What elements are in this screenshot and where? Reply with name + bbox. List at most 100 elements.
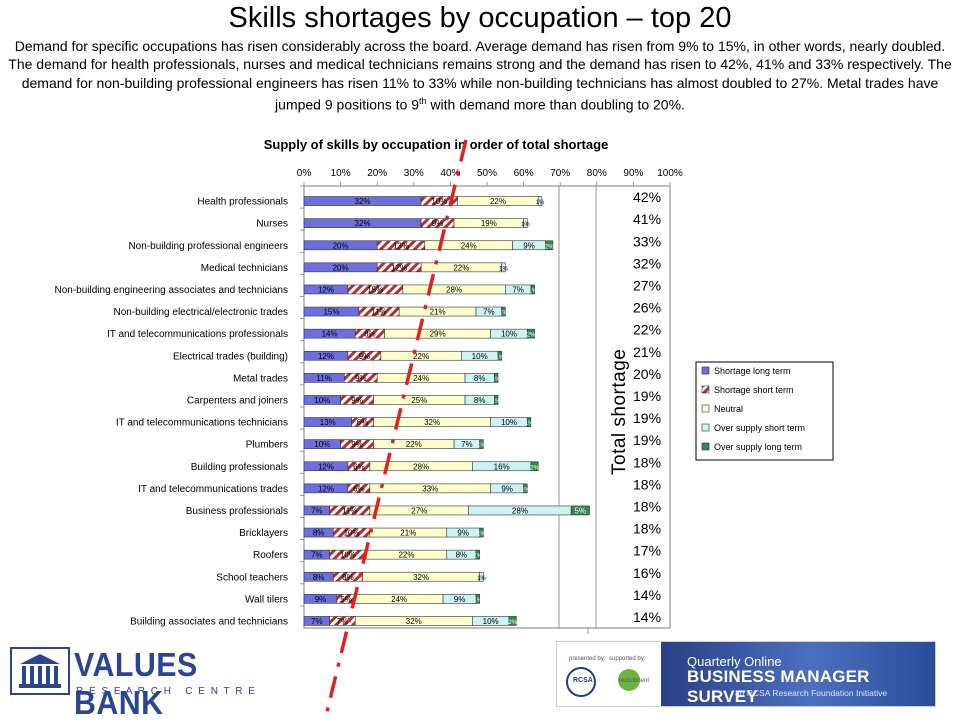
data-label: 29% [430,330,446,339]
data-label: 10% [483,617,499,626]
category-label: Bricklayers [239,528,288,539]
x-tick-label: 0% [297,168,312,179]
bar-segment-over-supply-long-term [508,616,517,626]
data-label: 2% [545,244,554,250]
total-value: 41% [633,211,661,227]
total-value: 18% [633,476,661,492]
total-value: 32% [633,255,661,271]
presented-by-label: presented by: [569,656,606,662]
rcsa-logo-text: RCSA [573,677,593,684]
legend-swatch [701,442,710,451]
data-label: 1% [521,222,530,228]
data-label: 8% [313,573,325,582]
bar-segment-over-supply-short-term [523,218,528,228]
data-label: 1% [477,576,486,582]
data-label: 2% [530,465,539,471]
legend-label: Over supply long term [714,442,802,452]
total-value: 19% [633,410,661,426]
bar-segment-over-supply-long-term [494,373,499,383]
data-label: 28% [446,285,462,294]
category-label: Wall tilers [245,594,288,605]
data-label: 1% [495,355,504,361]
values-bank-logo: VALUES BANK R E S E A R C H C E N T R E [10,646,270,721]
data-label: 12% [391,263,407,272]
data-label: 1% [536,200,545,206]
survey-main-text: BUSINESS MANAGER SURVEY [687,667,870,706]
category-label: Non-building engineering associates and … [55,285,289,296]
data-label: 2% [527,333,536,339]
legend-label: Shortage short term [714,385,794,395]
data-label: 8% [456,551,468,560]
data-label: 20% [333,263,349,272]
total-value: 21% [633,344,661,360]
data-label: 1% [521,487,530,493]
bar-segment-over-supply-long-term [570,505,590,516]
category-label: IT and telecommunications professionals [107,329,288,340]
legend: Shortage long term Shortage short term Neu… [695,361,834,461]
category-label: IT and telecommunications trades [138,484,288,495]
data-label: 12% [318,462,334,471]
data-label: 9% [454,595,466,604]
data-label: 16% [494,462,510,471]
slide-subtitle: Demand for specific occupations has rise… [8,37,952,114]
data-label: 1% [499,266,508,272]
data-label: 7% [461,440,473,449]
data-label: 21% [430,308,446,317]
data-label: 24% [391,595,407,604]
bar-segment-over-supply-long-term [501,306,506,317]
data-label: 19% [481,219,497,228]
recruitment-logo-icon [618,669,640,691]
slide-title: Skills shortages by occupation – top 20 [228,2,732,34]
x-tick-label: 20% [367,168,387,179]
rcsa-logo-icon [566,667,596,697]
data-label: 9% [432,219,444,228]
data-label: 7% [311,551,323,560]
data-label: 14% [322,330,338,339]
total-value: 42% [633,189,661,205]
data-label: 8% [364,330,376,339]
category-label: Plumbers [246,440,288,451]
data-label: 15% [323,308,339,317]
supported-by-label: supported by: [609,656,646,662]
data-label: 12% [318,285,334,294]
legend-swatch [701,423,710,432]
legend-label: Shortage long term [714,366,791,376]
category-label: Carpenters and joiners [187,395,288,406]
data-label: 13% [393,241,409,250]
data-label: 9% [523,241,535,250]
category-label: School teachers [216,572,288,583]
data-label: 22% [490,197,506,206]
data-label: 7% [512,285,524,294]
bar-segment-over-supply-long-term [494,395,499,405]
x-tick-label: 80% [587,168,607,179]
total-value: 17% [633,543,661,559]
data-label: 32% [424,418,440,427]
category-label: Non-building electrical/electronic trade… [113,307,288,318]
subtitle-text: Demand for specific occupations has rise… [8,38,952,113]
category-label: Building associates and technicians [130,616,288,627]
data-label: 22% [453,263,469,272]
category-label: Nurses [256,219,288,230]
data-label: 6% [353,462,365,471]
total-value: 26% [633,300,661,316]
business-manager-survey-banner: presented by: supported by: RCSA recruit… [556,641,936,707]
bar-segment-over-supply-long-term [475,594,480,604]
x-tick-label: 100% [657,168,683,179]
recruitment-logo-text: recruitment [619,678,650,684]
total-value: 18% [633,454,661,470]
data-label: 28% [512,506,528,515]
chart-title: Supply of skills by occupation in order … [264,137,609,152]
bar-segment-over-supply-long-term [526,417,532,427]
data-label: 10% [472,352,488,361]
data-label: 7% [483,308,495,317]
data-label: 20% [333,241,349,250]
total-value: 22% [633,322,661,338]
bar-segment-over-supply-long-term [475,549,480,560]
bar-segment-over-supply-long-term [530,461,539,472]
data-label: 10% [501,418,517,427]
data-label: 1% [525,421,534,427]
data-label: 25% [411,396,427,405]
data-label: 22% [398,551,414,560]
data-label: 32% [406,617,422,626]
data-label: 22% [413,352,429,361]
